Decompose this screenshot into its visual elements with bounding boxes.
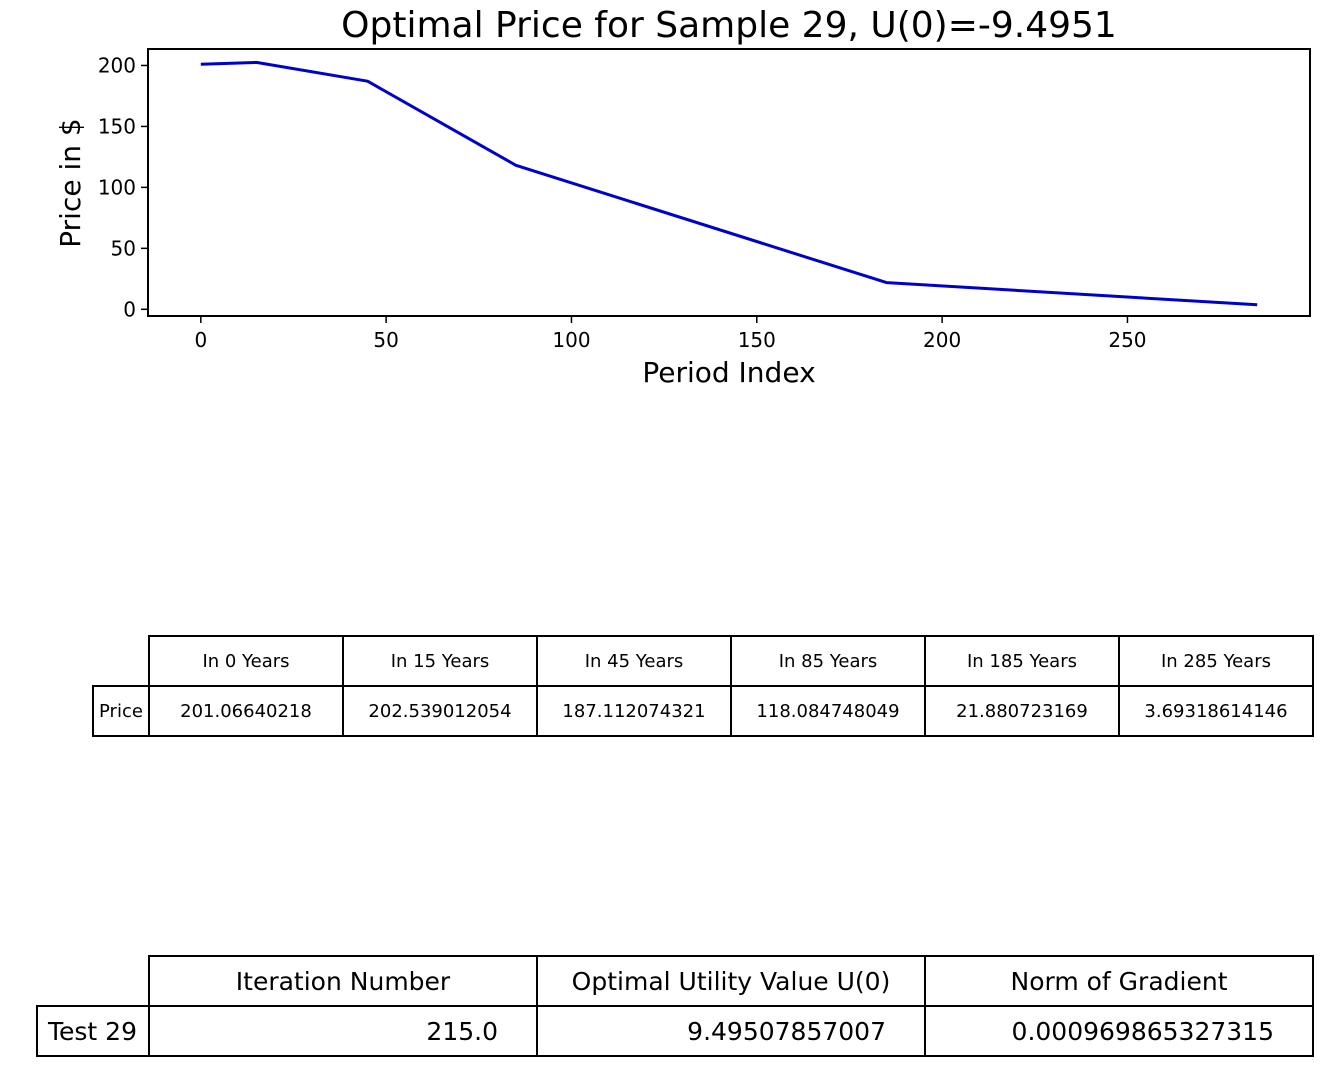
price-cell: 202.539012054 <box>342 685 538 737</box>
x-tick-label: 0 <box>194 328 207 352</box>
summary-cell-gradient-norm: 0.000969865327315 <box>924 1005 1314 1057</box>
y-tick-label: 50 <box>111 236 136 260</box>
price-cell: 187.112074321 <box>536 685 732 737</box>
price-table-header: In 15 Years <box>342 635 538 687</box>
y-tick-label: 0 <box>123 297 136 321</box>
summary-table-header: Optimal Utility Value U(0) <box>536 955 926 1007</box>
x-tick-label: 100 <box>552 328 590 352</box>
price-cell: 3.69318614146 <box>1118 685 1314 737</box>
x-tick-label: 50 <box>373 328 398 352</box>
x-tick-label: 250 <box>1108 328 1146 352</box>
y-tick-label: 100 <box>98 175 136 199</box>
y-tick-label: 200 <box>98 53 136 77</box>
price-table-row: Price 201.06640218 202.539012054 187.112… <box>92 685 1314 737</box>
summary-table-header: Norm of Gradient <box>924 955 1314 1007</box>
summary-row-label: Test 29 <box>36 1005 150 1057</box>
price-cell: 21.880723169 <box>924 685 1120 737</box>
price-table-header: In 185 Years <box>924 635 1120 687</box>
chart-title: Optimal Price for Sample 29, U(0)=-9.495… <box>341 5 1117 46</box>
y-axis-label-text: Price in $ <box>54 118 87 247</box>
x-tick-label: 150 <box>738 328 776 352</box>
price-table-header-row: In 0 Years In 15 Years In 45 Years In 85… <box>93 635 1314 687</box>
summary-table-header-row: Iteration Number Optimal Utility Value U… <box>37 955 1314 1007</box>
price-table-header: In 0 Years <box>148 635 344 687</box>
y-axis-label: Price in $ <box>54 118 87 247</box>
summary-table-corner <box>37 956 149 1006</box>
x-tick-label: 200 <box>923 328 961 352</box>
summary-table-row: Test 29 215.0 9.49507857007 0.0009698653… <box>36 1005 1314 1057</box>
summary-table-header: Iteration Number <box>148 955 538 1007</box>
line-chart: Optimal Price for Sample 29, U(0)=-9.495… <box>54 5 1311 389</box>
y-tick-label: 150 <box>98 114 136 138</box>
price-table-header: In 45 Years <box>536 635 732 687</box>
price-cell: 201.06640218 <box>148 685 344 737</box>
price-table-corner <box>93 636 149 686</box>
price-cell: 118.084748049 <box>730 685 926 737</box>
summary-table: Iteration Number Optimal Utility Value U… <box>36 955 1314 1057</box>
price-series-line <box>200 60 1258 307</box>
price-row-label: Price <box>92 685 150 737</box>
price-table-header: In 85 Years <box>730 635 926 687</box>
price-table-header: In 285 Years <box>1118 635 1314 687</box>
price-table: In 0 Years In 15 Years In 45 Years In 85… <box>92 635 1314 737</box>
summary-cell-iterations: 215.0 <box>148 1005 538 1057</box>
plot-frame <box>147 48 1311 317</box>
summary-cell-utility: 9.49507857007 <box>536 1005 926 1057</box>
x-axis-label: Period Index <box>642 356 815 389</box>
